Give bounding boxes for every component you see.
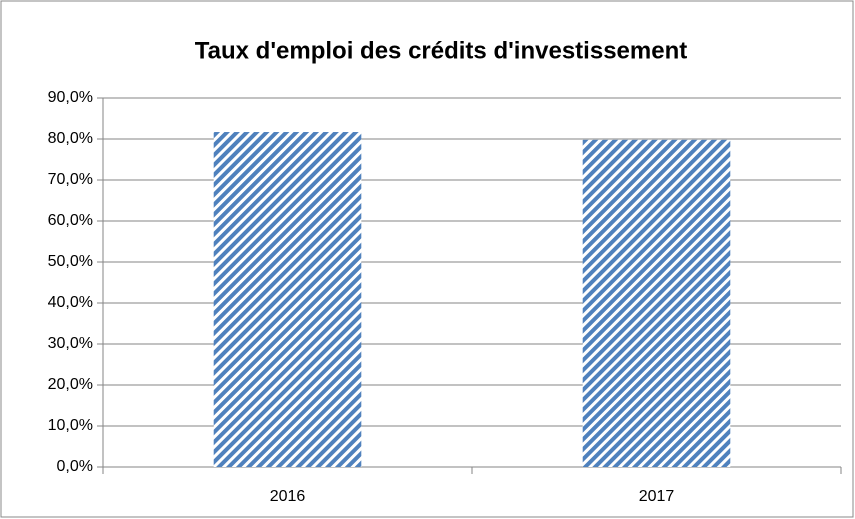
y-tick-label: 70,0% [48, 171, 93, 188]
bar [213, 132, 362, 467]
x-tick-label: 2016 [270, 488, 306, 505]
y-tick-label: 80,0% [48, 130, 93, 147]
y-tick-label: 60,0% [48, 212, 93, 229]
y-tick-label: 30,0% [48, 335, 93, 352]
bar [582, 139, 731, 467]
y-tick-label: 50,0% [48, 253, 93, 270]
chart-title: Taux d'emploi des crédits d'investisseme… [195, 37, 687, 64]
y-tick-label: 40,0% [48, 294, 93, 311]
y-tick-label: 0,0% [57, 458, 93, 475]
x-tick-label: 2017 [639, 488, 675, 505]
y-tick-label: 20,0% [48, 376, 93, 393]
y-tick-label: 10,0% [48, 417, 93, 434]
y-tick-label: 90,0% [48, 89, 93, 106]
